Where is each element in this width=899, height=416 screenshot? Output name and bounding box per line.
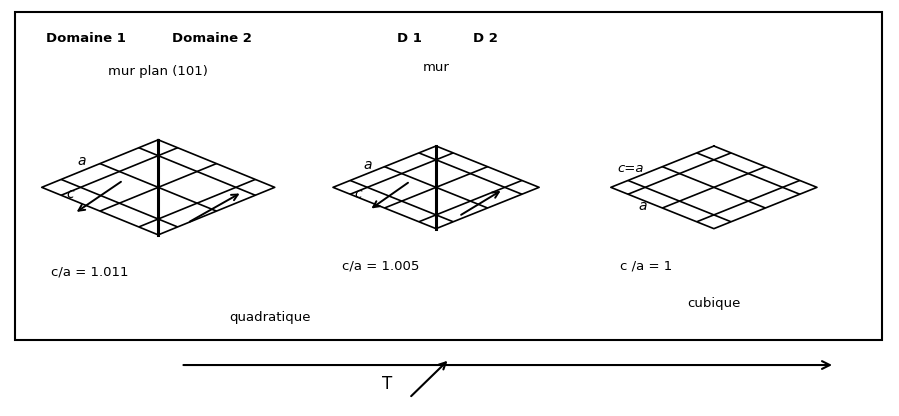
Text: Domaine 2: Domaine 2 (172, 32, 252, 45)
Text: cubique: cubique (687, 297, 741, 310)
Text: c=a: c=a (618, 162, 644, 175)
Text: T: T (382, 375, 392, 393)
Text: mur: mur (423, 61, 450, 74)
Text: D 1: D 1 (396, 32, 422, 45)
Polygon shape (333, 146, 539, 229)
Text: Domaine 1: Domaine 1 (46, 32, 126, 45)
Polygon shape (41, 140, 275, 235)
Text: c/a = 1.005: c/a = 1.005 (342, 259, 419, 272)
Text: c /a = 1: c /a = 1 (619, 259, 672, 272)
Text: c: c (354, 186, 362, 201)
Polygon shape (610, 146, 817, 229)
Text: mur plan (101): mur plan (101) (108, 65, 209, 78)
Text: quadratique: quadratique (229, 311, 311, 324)
Text: a: a (638, 199, 647, 213)
Text: D 2: D 2 (473, 32, 498, 45)
Text: c: c (67, 188, 75, 201)
Text: c/a = 1.011: c/a = 1.011 (50, 265, 129, 279)
Bar (14, 12, 883, 340)
Text: a: a (77, 154, 86, 168)
Text: a: a (364, 158, 372, 172)
